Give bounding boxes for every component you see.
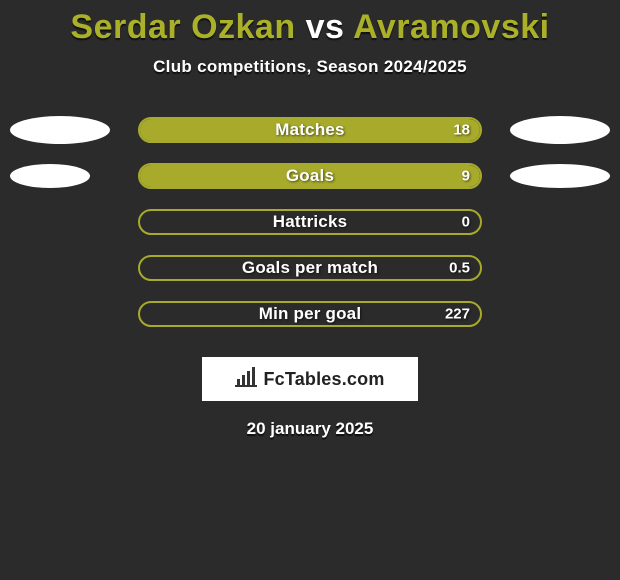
stat-rows: Matches 18 Goals 9 Hattricks 0 Goals per match… bbox=[0, 107, 620, 337]
stat-row-matches: Matches 18 bbox=[0, 107, 620, 153]
stat-label: Matches bbox=[275, 120, 344, 140]
page-title: Serdar Ozkan vs Avramovski bbox=[0, 0, 620, 47]
stat-value: 0 bbox=[462, 214, 470, 231]
stat-bar: Goals per match 0.5 bbox=[138, 255, 482, 281]
stat-value: 0.5 bbox=[449, 260, 470, 277]
stat-label: Hattricks bbox=[273, 212, 348, 232]
stat-row-goals: Goals 9 bbox=[0, 153, 620, 199]
stat-label: Goals bbox=[286, 166, 334, 186]
stat-row-hattricks: Hattricks 0 bbox=[0, 199, 620, 245]
brand-logo-text: FcTables.com bbox=[263, 369, 384, 390]
title-vs: vs bbox=[306, 8, 345, 46]
stat-bar: Min per goal 227 bbox=[138, 301, 482, 327]
side-ellipse-right bbox=[510, 116, 610, 144]
date-label: 20 january 2025 bbox=[0, 419, 620, 439]
stat-row-goals_per_match: Goals per match 0.5 bbox=[0, 245, 620, 291]
title-player2: Avramovski bbox=[353, 8, 550, 46]
stat-bar: Hattricks 0 bbox=[138, 209, 482, 235]
stat-label: Goals per match bbox=[242, 258, 378, 278]
subtitle: Club competitions, Season 2024/2025 bbox=[0, 57, 620, 77]
stat-label: Min per goal bbox=[259, 304, 362, 324]
side-ellipse-left bbox=[10, 116, 110, 144]
stat-bar: Matches 18 bbox=[138, 117, 482, 143]
stat-bar: Goals 9 bbox=[138, 163, 482, 189]
comparison-infographic: Serdar Ozkan vs Avramovski Club competit… bbox=[0, 0, 620, 580]
title-player1: Serdar Ozkan bbox=[70, 8, 295, 46]
stat-value: 9 bbox=[462, 168, 470, 185]
bar-chart-icon bbox=[235, 367, 257, 392]
side-ellipse-right bbox=[510, 164, 610, 188]
stat-row-min_per_goal: Min per goal 227 bbox=[0, 291, 620, 337]
stat-value: 227 bbox=[445, 306, 470, 323]
side-ellipse-left bbox=[10, 164, 90, 188]
stat-value: 18 bbox=[453, 122, 470, 139]
brand-logo: FcTables.com bbox=[202, 357, 418, 401]
